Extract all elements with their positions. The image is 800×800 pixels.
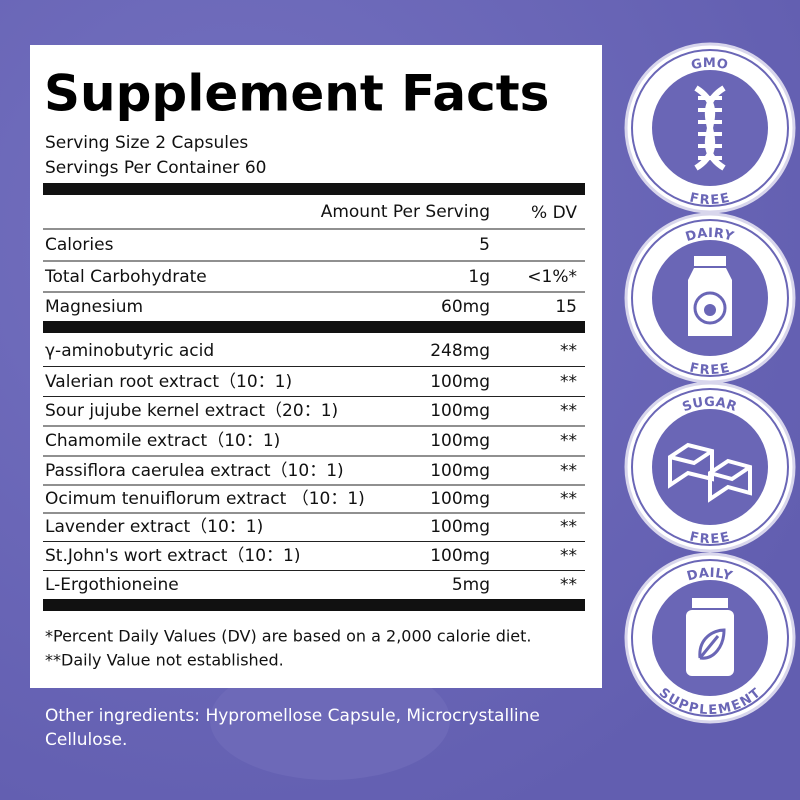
row-dv: ** [560,546,577,566]
row-dv: ** [560,461,577,481]
row-name: Chamomile extract（10：1) [45,431,280,451]
row-name: Calories [45,235,114,255]
decor [210,660,450,780]
row-amount: 100mg [430,546,490,566]
badge-icon [688,256,732,336]
badge-top: SUGAR [680,394,739,414]
row-dv: ** [560,431,577,451]
row-amount: 100mg [430,517,490,537]
row-name: Ocimum tenuiflorum extract （10：1) [45,489,365,509]
row-name: γ-aminobutyric acid [45,341,214,361]
row-dv: ** [560,517,577,537]
badge-top-text: GMO [690,55,729,72]
row-amount: 100mg [430,461,490,481]
row-amount: 60mg [441,297,490,317]
row-name: Magnesium [45,297,143,317]
badge-top: DAILY [685,565,734,584]
footnote: *Percent Daily Values (DV) are based on … [45,627,532,646]
row-name: Passiflora caerulea extract（10：1) [45,461,344,481]
badge-ring [631,559,789,717]
row-amount: 100mg [430,431,490,451]
row-dv: 15 [555,297,577,317]
badge-ring [631,49,789,207]
row-dv: ** [560,575,577,595]
row-name: Total Carbohydrate [44,267,207,287]
title: Supplement Facts [44,65,549,123]
row-name: L-Ergothioneine [45,575,179,595]
servings-per-container: Servings Per Container 60 [45,158,266,178]
badge-top-text: SUGAR [680,394,738,414]
row-dv: ** [560,341,577,361]
serving-size: Serving Size 2 Capsules [45,133,248,153]
row-dv: ** [560,401,577,421]
other-ingredients: Other ingredients: Hypromellose Capsule,… [45,706,540,726]
row-dv: <1%* [527,267,577,287]
badge-top: GMO [690,55,730,72]
thick-rule [43,321,585,333]
dv-header: % DV [531,203,577,223]
amount-header: Amount Per Serving [321,202,490,222]
badge-top-text: DAILY [685,565,733,584]
badge-icon [668,442,752,503]
row-name: St.John's wort extract（10：1) [45,546,301,566]
row-amount: 100mg [430,401,490,421]
row-dv: ** [560,372,577,392]
row-name: Sour jujube kernel extract（20：1) [45,401,338,421]
row-name: Lavender extract（10：1) [45,517,263,537]
row-amount: 1g [468,267,490,287]
row-amount: 100mg [430,372,490,392]
thick-rule [43,599,585,611]
row-amount: 100mg [430,489,490,509]
badge-icon [686,598,734,676]
row-name: Valerian root extract（10：1) [45,372,292,392]
row-amount: 5mg [452,575,490,595]
thick-rule [43,183,585,195]
badge-icon [694,85,726,171]
row-dv: ** [560,489,577,509]
row-amount: 248mg [430,341,490,361]
footnote: **Daily Value not established. [45,651,284,670]
badge-ring [631,388,789,546]
badge-ring [631,219,789,377]
other-ingredients: Cellulose. [45,730,127,750]
row-amount: 5 [479,235,490,255]
